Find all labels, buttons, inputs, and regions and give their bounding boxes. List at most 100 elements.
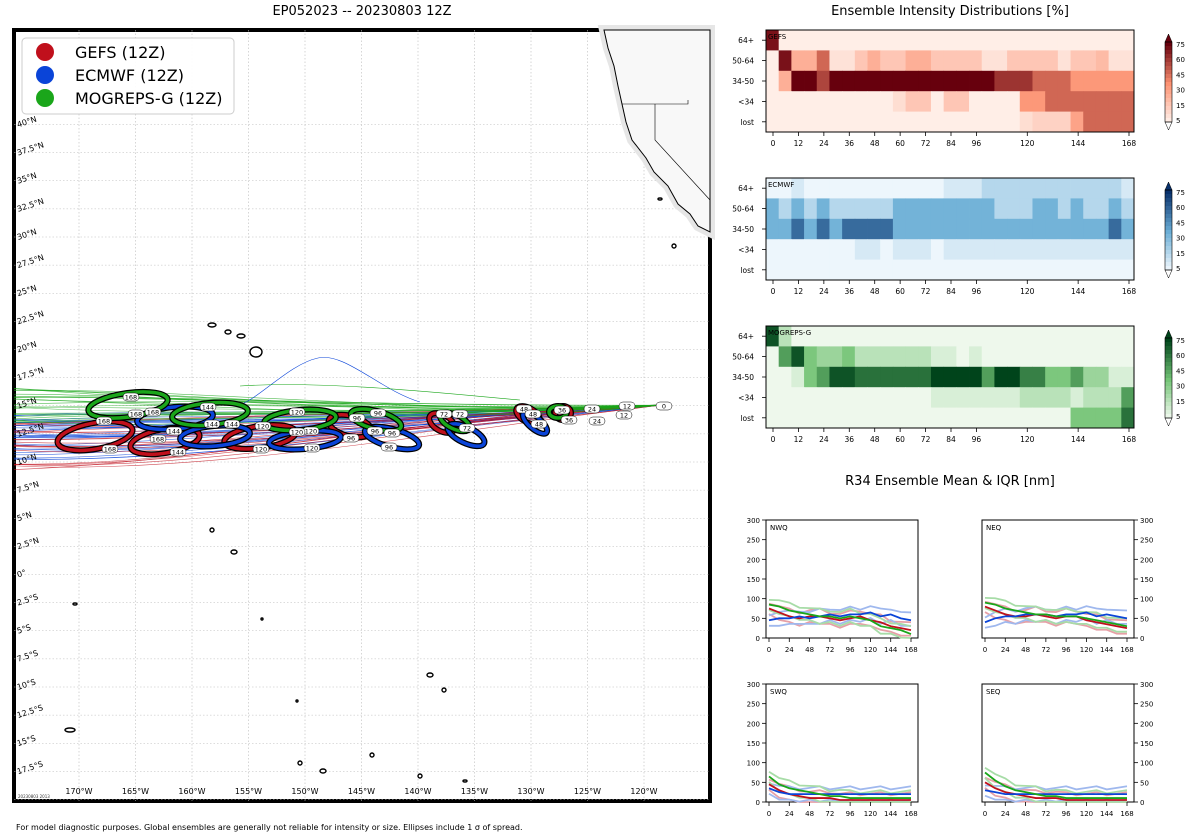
heatmap-cell [1083,70,1097,92]
r34-x-tick: 24 [785,810,794,818]
heatmap-cell [930,407,945,429]
hour-label: 144 [169,447,187,457]
heatmap-cell [1108,407,1122,429]
heatmap-cell [829,178,843,199]
heatmap-cell [1095,198,1110,220]
heatmap-cell [816,178,830,199]
heatmap-cell [1007,239,1021,260]
r34-mean-mogreps-g [768,775,911,799]
hour-label: 120 [252,444,270,454]
heatmap-cell [1121,407,1135,429]
island [319,768,327,774]
r34-y-tick: 200 [1140,556,1153,564]
colorbar-step [1165,394,1172,399]
svg-text:144: 144 [202,404,214,412]
hour-label: 168 [101,444,119,454]
legend-marker [36,43,54,61]
colorbar-step [1165,410,1172,415]
heatmap-cell [1007,70,1021,92]
heatmap-cell [1108,178,1122,199]
heatmap-cell [791,407,805,429]
heatmap-cell [1095,326,1110,347]
colorbar-step [1165,218,1172,223]
colorbar-step [1165,402,1172,407]
heatmap-row-label: 64+ [738,332,754,341]
heatmap-cell [766,70,780,92]
heatmap-cell [981,30,995,51]
heatmap-cell [981,366,995,388]
colorbar-step [1165,398,1172,403]
lon-label: 135°W [461,787,488,796]
heatmap-cell [892,259,906,281]
hour-label: 72 [451,409,469,419]
heatmap-cell [1019,346,1033,368]
heatmap-cell [829,387,843,408]
heatmap-cell [778,91,792,112]
heatmap-cell [969,178,983,199]
r34-y-tick: 250 [747,701,760,709]
heatmap-cell [766,346,780,368]
heatmap-cell [1083,198,1097,220]
island [224,329,232,335]
ensemble-track [13,404,663,444]
heatmap-row-label: 34-50 [732,225,754,234]
heatmap-cell [956,178,970,199]
hour-label: 168 [144,407,162,417]
heatmap-cell [867,239,881,260]
heatmap-cell [930,178,945,199]
heatmap-cell [778,50,792,72]
heatmap-cell [1083,407,1097,429]
heatmap-cell [969,366,983,388]
heatmap-cell [994,326,1008,347]
heatmap-cell [791,259,805,281]
colorbar-tick: 75 [1176,41,1185,49]
heatmap-cell [905,259,919,281]
heatmap-cell [842,178,856,199]
heatmap-cell [1019,111,1033,133]
colorbar-step [1165,366,1172,371]
heatmap-cell [791,218,805,240]
intensity-title: Ensemble Intensity Distributions [%] [831,4,1069,19]
heatmap-cell [1095,387,1110,408]
svg-text:120: 120 [291,409,303,417]
heatmap-x-tick: 144 [1071,139,1086,148]
footer-note: For model diagnostic purposes. Global en… [16,823,523,832]
svg-text:48: 48 [535,421,543,429]
heatmap-cell [867,259,881,281]
heatmap-cell [766,178,780,199]
svg-text:24: 24 [593,418,601,426]
heatmap-cell [1108,30,1122,51]
heatmap-cell [778,326,792,347]
lon-label: 125°W [574,787,601,796]
heatmap-cell [1045,70,1059,92]
colorbar-tick: 15 [1176,250,1185,258]
heatmap-cell [918,50,932,72]
heatmap-panel-ecmwf: ECMWF 64+ 50-64 34-50 <34 lost 0 12 24 36 48 60 72 84… [732,177,1185,296]
heatmap-cell [969,30,983,51]
state-borders [622,100,711,201]
r34-y-tick: 300 [747,517,760,525]
heatmap-x-tick: 48 [870,139,880,148]
heatmap-cell [854,407,868,429]
heatmap-cell [1032,218,1046,240]
heatmap-cell [804,346,818,368]
heatmap-x-tick: 36 [845,139,855,148]
heatmap-cell [930,259,945,281]
r34-y-tick: 0 [1140,635,1144,643]
svg-text:168: 168 [152,436,164,444]
map-title: EP052023 -- 20230803 12Z [272,4,452,19]
colorbar-step [1165,242,1172,247]
heatmap-cell [981,50,995,72]
heatmap-cell [816,259,830,281]
heatmap-cell [943,387,957,408]
heatmap-cell [905,366,919,388]
heatmap-cell [943,407,957,429]
svg-text:72: 72 [463,425,471,433]
island [295,699,299,703]
heatmap-cell [1007,218,1021,240]
heatmap-x-tick: 60 [895,435,905,444]
colorbar-step [1165,62,1172,67]
heatmap-cell [854,239,868,260]
heatmap-cell [880,111,894,133]
r34-mean-mogreps-g [984,771,1127,799]
